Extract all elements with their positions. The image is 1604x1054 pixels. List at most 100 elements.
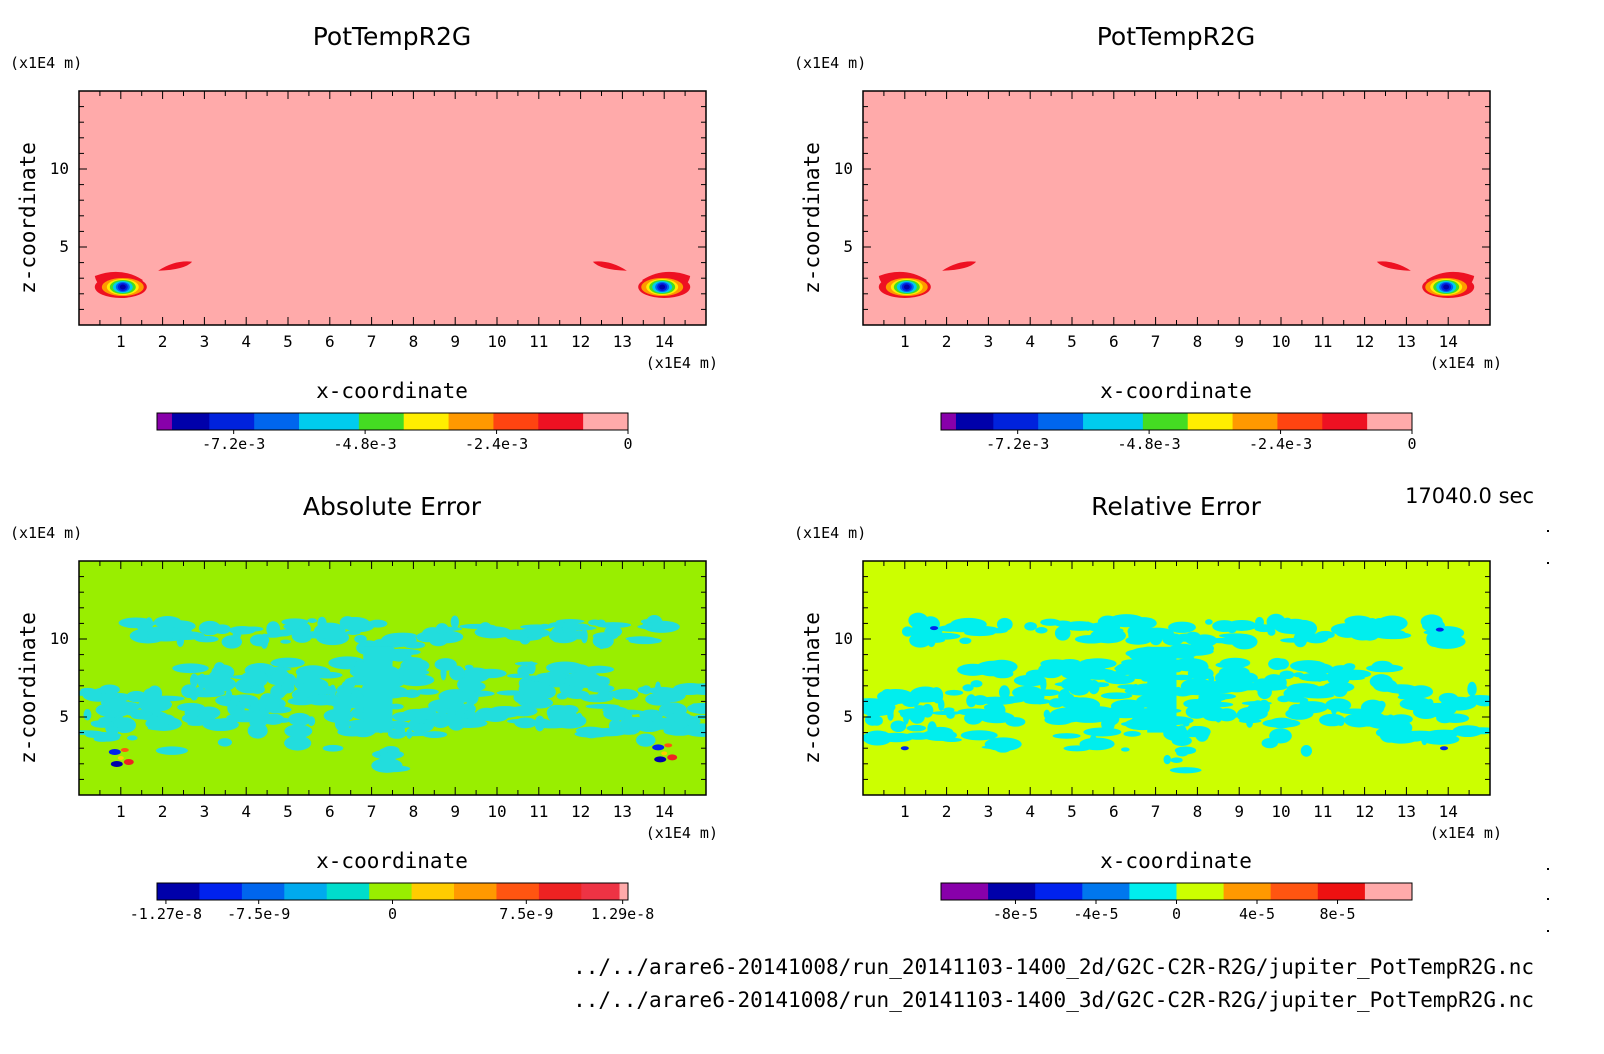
- plot-title: PotTempR2G: [1097, 22, 1256, 51]
- colorbar-tick-label: -4e-5: [1073, 905, 1118, 923]
- panel-3: Absolute Error(x1E4 m)1 2 3 4 5 6 7 8 9 10 11 12 13 1…: [10, 492, 718, 923]
- x-unit-label: (x1E4 m): [1430, 824, 1502, 842]
- spot-feature: [1435, 627, 1444, 632]
- y-tick-label: 5: [59, 707, 69, 726]
- colorbar-tick-label: -7.2e-3: [202, 435, 265, 453]
- x-tick-label: 12: [571, 332, 590, 351]
- x-unit-label: (x1E4 m): [646, 824, 718, 842]
- colorbar-swatch: [1035, 883, 1083, 900]
- colorbar-swatch: [993, 413, 1039, 430]
- x-tick-label: 6: [325, 802, 335, 821]
- x-tick-label: 13: [613, 802, 632, 821]
- colorbar-tick-label: -8e-5: [993, 905, 1038, 923]
- y-unit-label: (x1E4 m): [794, 524, 866, 542]
- contour-field: [79, 91, 706, 325]
- spot-feature: [930, 626, 939, 631]
- x-tick-label: 5: [1067, 802, 1077, 821]
- x-unit-label: (x1E4 m): [1430, 354, 1502, 372]
- colorbar-swatch: [254, 413, 300, 430]
- x-tick-label: 3: [984, 802, 994, 821]
- panel-4: Relative Error(x1E4 m)1 2 3 4 5 6 7 8 9 10 11 12 13 1…: [794, 492, 1502, 923]
- colorbar-swatch: [157, 883, 200, 900]
- marker-dot: [1547, 930, 1549, 932]
- contour-field: [79, 561, 706, 795]
- secondary-regions: [863, 612, 1490, 774]
- footer-file-1: ../../arare6-20141008/run_20141103-1400_…: [573, 955, 1534, 979]
- y-unit-label: (x1E4 m): [10, 524, 82, 542]
- field-background: [79, 91, 706, 325]
- vortex-feature: [94, 271, 147, 298]
- axis-ticks: [863, 561, 1490, 795]
- x-tick-label: 13: [1397, 802, 1416, 821]
- vortex-feature: [1422, 271, 1475, 298]
- colorbar-swatch: [1367, 413, 1413, 430]
- colorbar-swatch: [1082, 883, 1130, 900]
- colorbar-tick-label: 4e-5: [1239, 905, 1275, 923]
- colorbar-tick-label: -7.5e-9: [227, 905, 290, 923]
- x-tick-label: 8: [1193, 802, 1203, 821]
- colorbar-swatch: [1142, 413, 1189, 430]
- panel-1: PotTempR2G(x1E4 m)1 2 3 4 5 6 7 8 9 10 11 12 13 14510…: [10, 22, 718, 453]
- x-tick-label: 10: [1271, 332, 1290, 351]
- colorbar-tick-label: 0: [1407, 435, 1416, 453]
- x-tick-label: 14: [1439, 802, 1458, 821]
- colorbar-frame: [940, 412, 1413, 431]
- filament-feature: [1376, 261, 1411, 271]
- x-tick-label: 1: [900, 802, 910, 821]
- x-tick-label: 9: [450, 802, 460, 821]
- y-tick-label: 10: [50, 629, 69, 648]
- colorbar-tick-label: 0: [1172, 905, 1181, 923]
- vortex-feature: [638, 271, 691, 298]
- y-unit-label: (x1E4 m): [10, 54, 82, 72]
- x-axis-label: x-coordinate: [1100, 849, 1252, 873]
- footer-file-2: ../../arare6-20141008/run_20141103-1400_…: [573, 988, 1534, 1012]
- colorbar-tick-label: 0: [388, 905, 397, 923]
- colorbar-tick-label: -7.2e-3: [986, 435, 1049, 453]
- x-tick-label: 12: [571, 802, 590, 821]
- x-tick-label: 9: [1234, 802, 1244, 821]
- spot-feature: [1440, 746, 1449, 751]
- x-tick-label: 11: [1313, 332, 1332, 351]
- colorbar-swatch: [1322, 413, 1368, 430]
- colorbar-swatch: [358, 413, 405, 430]
- x-tick-label: 14: [655, 332, 674, 351]
- colorbar-tick-label: 1.29e-8: [591, 905, 654, 923]
- colorbar-swatch: [1176, 883, 1225, 900]
- marker-dot: [1547, 562, 1549, 564]
- colorbar-swatch: [448, 413, 494, 430]
- colorbar-swatch: [326, 883, 370, 900]
- colorbar-swatch: [299, 413, 360, 430]
- colorbar-swatch: [941, 883, 989, 900]
- colorbar-swatch: [284, 883, 328, 900]
- x-tick-label: 1: [900, 332, 910, 351]
- y-axis-label: z-coordinate: [16, 142, 40, 294]
- y-axis-label: z-coordinate: [800, 142, 824, 294]
- secondary-regions: [79, 614, 706, 773]
- colorbar-swatch: [1232, 413, 1278, 430]
- colorbar-tick-label: -2.4e-3: [1249, 435, 1312, 453]
- axis-ticks: [79, 91, 706, 325]
- x-tick-label: 4: [241, 802, 251, 821]
- colorbar-swatch: [581, 883, 621, 900]
- axis-ticks: [863, 91, 1490, 325]
- filament-feature: [942, 261, 977, 271]
- colorbar-swatch: [403, 413, 450, 430]
- colorbar-swatch: [411, 883, 455, 900]
- spot-feature: [900, 746, 909, 751]
- x-tick-label: 13: [1397, 332, 1416, 351]
- colorbar-tick-label: 8e-5: [1319, 905, 1355, 923]
- colorbar-swatch: [241, 883, 285, 900]
- x-tick-label: 2: [158, 332, 168, 351]
- x-axis-label: x-coordinate: [316, 379, 468, 403]
- colorbar-swatch: [988, 883, 1036, 900]
- x-tick-label: 7: [367, 332, 377, 351]
- time-label: 17040.0 sec: [1405, 484, 1534, 508]
- x-tick-label: 6: [325, 332, 335, 351]
- x-tick-label: 10: [487, 332, 506, 351]
- x-tick-label: 13: [613, 332, 632, 351]
- x-tick-label: 3: [200, 802, 210, 821]
- x-tick-label: 5: [283, 802, 293, 821]
- x-tick-label: 1: [116, 332, 126, 351]
- x-tick-label: 5: [283, 332, 293, 351]
- colorbar: -8e-5 -4e-5 0 4e-5 8e-5: [940, 882, 1413, 923]
